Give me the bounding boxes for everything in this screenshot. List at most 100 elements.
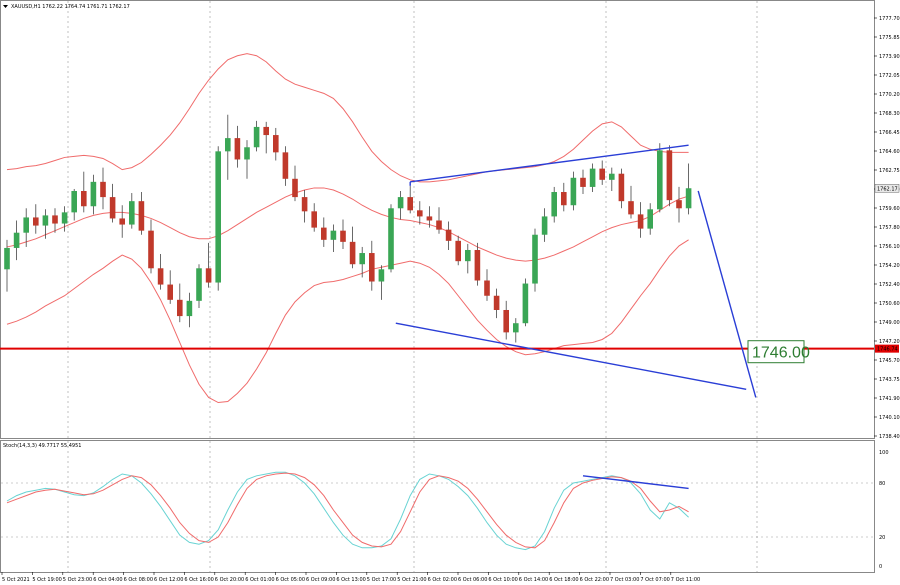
- candle-body: [647, 209, 653, 229]
- candle-body: [301, 197, 308, 212]
- candle-body: [570, 177, 577, 206]
- candle-body: [129, 201, 135, 225]
- last-price-label: 1762.17: [877, 186, 898, 192]
- candle-body: [321, 227, 327, 240]
- price-tick-label: 1750.60: [879, 301, 900, 307]
- price-tick-label: 1764.60: [879, 149, 900, 155]
- candle-body: [157, 268, 164, 285]
- time-tick-label: 6 Oct 01:00: [245, 577, 274, 583]
- stoch-tick-label: 80: [879, 481, 885, 487]
- candle-body: [148, 230, 154, 269]
- candle-body: [436, 220, 442, 230]
- candle-body: [4, 247, 10, 270]
- time-tick-label: 6 Oct 20:00: [215, 577, 244, 583]
- time-tick-label: 6 Oct 05:00: [276, 577, 305, 583]
- support-price-label: 1746.74: [877, 347, 898, 353]
- candle-body: [52, 215, 58, 224]
- candle-body: [311, 211, 317, 228]
- candle-body: [292, 178, 298, 198]
- price-tick-label: 1762.75: [879, 168, 900, 174]
- candle-body: [637, 214, 644, 229]
- candle-body: [484, 280, 490, 296]
- time-tick-label: 6 Oct 09:00: [306, 577, 335, 583]
- candle-body: [426, 216, 433, 221]
- stoch-signal-line: [6, 472, 689, 549]
- bollinger-bands: [6, 53, 689, 404]
- candle-body: [465, 249, 471, 262]
- stoch-tick-label: 0: [879, 564, 882, 570]
- candle-body: [273, 135, 279, 153]
- candle-body: [628, 201, 634, 215]
- price-tick-label: 1757.80: [879, 225, 900, 231]
- candle-body: [513, 323, 519, 333]
- projection-line: [697, 190, 757, 398]
- time-tick-label: 6 Oct 02:00: [428, 577, 457, 583]
- price-tick-label: 1766.45: [879, 130, 900, 136]
- time-tick-label: 6 Oct 22:00: [580, 577, 609, 583]
- candle-body: [378, 269, 385, 282]
- candle-body: [599, 168, 605, 180]
- candle-body: [340, 230, 346, 242]
- time-tick-label: 7 Oct 11:00: [671, 577, 700, 583]
- candle-body: [81, 190, 87, 207]
- candles: [4, 114, 692, 343]
- candle-body: [589, 168, 596, 187]
- time-tick-label: 5 Oct 2021: [2, 577, 30, 583]
- time-tick-label: 6 Oct 16:00: [184, 577, 213, 583]
- bollinger-middle-line: [6, 187, 689, 262]
- time-tick-label: 6 Oct 04:00: [93, 577, 122, 583]
- bollinger-lower-line: [6, 239, 689, 404]
- channel-upper-line: [410, 144, 689, 183]
- price-tick-label: 1740.10: [879, 415, 900, 421]
- candle-body: [618, 173, 625, 202]
- price-tick-label: 1768.30: [879, 111, 900, 117]
- time-tick-label: 7 Oct 03:00: [610, 577, 639, 583]
- candle-body: [282, 152, 289, 179]
- candle-body: [349, 241, 356, 265]
- price-tick-label: 1770.20: [879, 92, 900, 98]
- candle-body: [109, 197, 116, 219]
- candle-body: [138, 201, 145, 231]
- candle-body: [244, 147, 250, 160]
- candle-body: [196, 268, 202, 301]
- candle-body: [177, 299, 183, 317]
- candle-body: [90, 181, 97, 207]
- price-tick-label: 1738.40: [879, 434, 900, 440]
- stoch-tick-label: 20: [879, 535, 885, 541]
- last-price-tag: [874, 184, 900, 193]
- time-tick-label: 5 Oct 19:00: [32, 577, 61, 583]
- candle-body: [493, 295, 500, 310]
- bollinger-upper-line: [6, 53, 689, 183]
- time-tick-label: 6 Oct 18:00: [549, 577, 578, 583]
- candle-body: [330, 230, 337, 240]
- price-tick-label: 1772.05: [879, 73, 900, 79]
- candle-body: [685, 188, 692, 209]
- candle-body: [388, 208, 394, 270]
- symbol-header: XAUUSD,H1 1762.22 1764.74 1761.71 1762.1…: [11, 4, 130, 10]
- price-tick-label: 1743.75: [879, 377, 900, 383]
- time-tick-label: 5 Oct 17:00: [367, 577, 396, 583]
- price-tick-label: 1745.70: [879, 358, 900, 364]
- candle-body: [234, 138, 241, 160]
- price-tick-label: 1749.00: [879, 320, 900, 326]
- candle-body: [397, 197, 404, 209]
- time-tick-label: 6 Oct 06:00: [458, 577, 487, 583]
- candle-body: [666, 150, 673, 201]
- candle-body: [541, 216, 548, 235]
- candle-body: [13, 232, 20, 248]
- candle-body: [561, 192, 567, 206]
- candle-body: [445, 229, 452, 241]
- price-tick-label: 1741.90: [879, 396, 900, 402]
- candle-body: [369, 253, 375, 282]
- stoch-lines: [6, 471, 689, 551]
- stoch-header: Stoch(14,3,3) 49.7717 55.4951: [3, 443, 81, 449]
- stoch-main-line: [6, 471, 689, 551]
- candle-body: [23, 217, 29, 233]
- candle-body: [676, 200, 682, 209]
- candle-body: [407, 197, 413, 211]
- time-tick-label: 6 Oct 08:00: [124, 577, 153, 583]
- price-tick-label: 1747.20: [879, 339, 900, 345]
- stoch-grid: [1, 441, 874, 572]
- time-tick-label: 5 Oct 23:00: [63, 577, 92, 583]
